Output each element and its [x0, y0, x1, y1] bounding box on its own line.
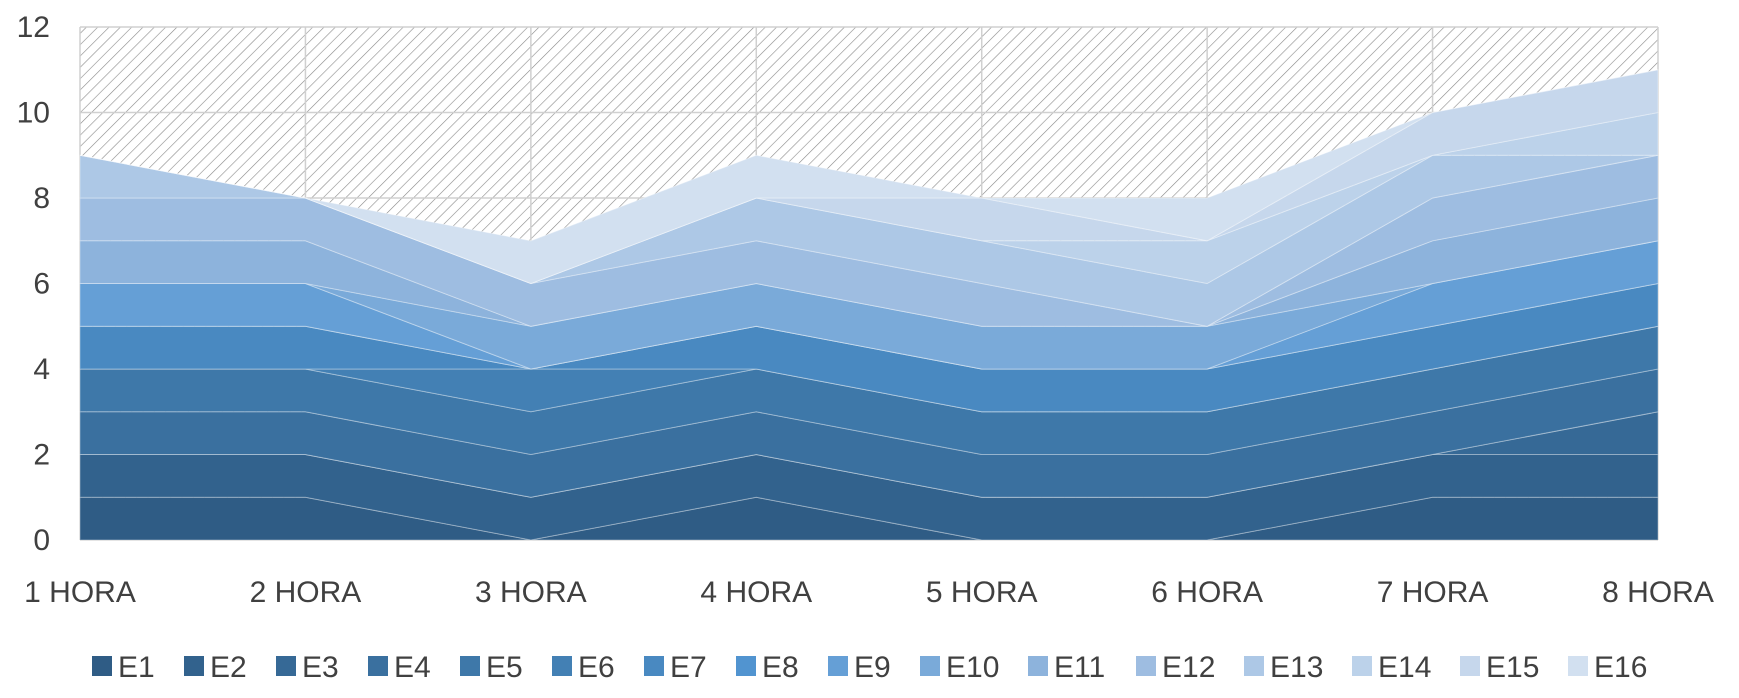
x-tick-label: 8 HORA: [1602, 576, 1714, 609]
legend-label-e3: E3: [302, 651, 339, 684]
area-series-e1: [79, 496, 1659, 541]
area-series-group: [79, 69, 1659, 541]
legend-swatch-e15: [1460, 656, 1480, 676]
legend-swatch-e14: [1352, 656, 1372, 676]
legend-swatch-e16: [1568, 656, 1588, 676]
area-series-e9: [79, 240, 1659, 370]
legend-swatch-e9: [828, 656, 848, 676]
legend-label-e13: E13: [1270, 651, 1323, 684]
y-tick-label: 0: [33, 524, 50, 557]
y-tick-label: 2: [33, 439, 50, 472]
legend: E1 E2 E3 E4 E5 E6 E7 E8 E9 E10 E11 E12 E13 E14 E15 E16: [92, 651, 1647, 684]
area-series-e16: [79, 69, 1659, 285]
y-axis: 0 2 4 6 8 10 12: [17, 11, 50, 557]
legend-swatch-e7: [644, 656, 664, 676]
legend-label-e8: E8: [762, 651, 799, 684]
x-tick-label: 3 HORA: [475, 576, 587, 609]
legend-label-e1: E1: [118, 651, 155, 684]
legend-label-e6: E6: [578, 651, 615, 684]
y-tick-label: 6: [33, 268, 50, 301]
area-series-e12: [79, 154, 1659, 327]
x-tick-label: 1 HORA: [24, 576, 136, 609]
legend-label-e5: E5: [486, 651, 523, 684]
legend-swatch-e1: [92, 656, 112, 676]
legend-swatch-e8: [736, 656, 756, 676]
legend-label-e14: E14: [1378, 651, 1431, 684]
y-tick-label: 8: [33, 182, 50, 215]
x-tick-label: 7 HORA: [1377, 576, 1489, 609]
legend-label-e9: E9: [854, 651, 891, 684]
legend-swatch-e13: [1244, 656, 1264, 676]
legend-label-e4: E4: [394, 651, 431, 684]
legend-label-e7: E7: [670, 651, 707, 684]
x-tick-label: 2 HORA: [250, 576, 362, 609]
legend-swatch-e2: [184, 656, 204, 676]
x-tick-label: 6 HORA: [1151, 576, 1263, 609]
x-tick-label: 4 HORA: [700, 576, 812, 609]
y-tick-label: 4: [33, 353, 50, 386]
legend-swatch-e5: [460, 656, 480, 676]
legend-label-e10: E10: [946, 651, 999, 684]
legend-label-e15: E15: [1486, 651, 1539, 684]
y-tick-label: 10: [17, 97, 50, 130]
x-axis: 1 HORA 2 HORA 3 HORA 4 HORA 5 HORA 6 HORA 7 HO…: [24, 576, 1714, 609]
legend-label-e11: E11: [1054, 651, 1105, 684]
area-series-e11: [79, 197, 1659, 327]
legend-swatch-e6: [552, 656, 572, 676]
legend-swatch-e11: [1028, 656, 1048, 676]
legend-swatch-e10: [920, 656, 940, 676]
legend-swatch-e12: [1136, 656, 1156, 676]
legend-label-e16: E16: [1594, 651, 1647, 684]
area-series-e2: [79, 453, 1659, 541]
x-tick-label: 5 HORA: [926, 576, 1038, 609]
legend-label-e12: E12: [1162, 651, 1215, 684]
legend-swatch-e3: [276, 656, 296, 676]
legend-swatch-e4: [368, 656, 388, 676]
y-tick-label: 12: [17, 11, 50, 44]
legend-label-e2: E2: [210, 651, 247, 684]
